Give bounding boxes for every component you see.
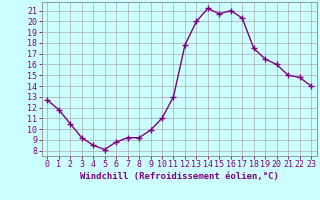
X-axis label: Windchill (Refroidissement éolien,°C): Windchill (Refroidissement éolien,°C) bbox=[80, 172, 279, 181]
